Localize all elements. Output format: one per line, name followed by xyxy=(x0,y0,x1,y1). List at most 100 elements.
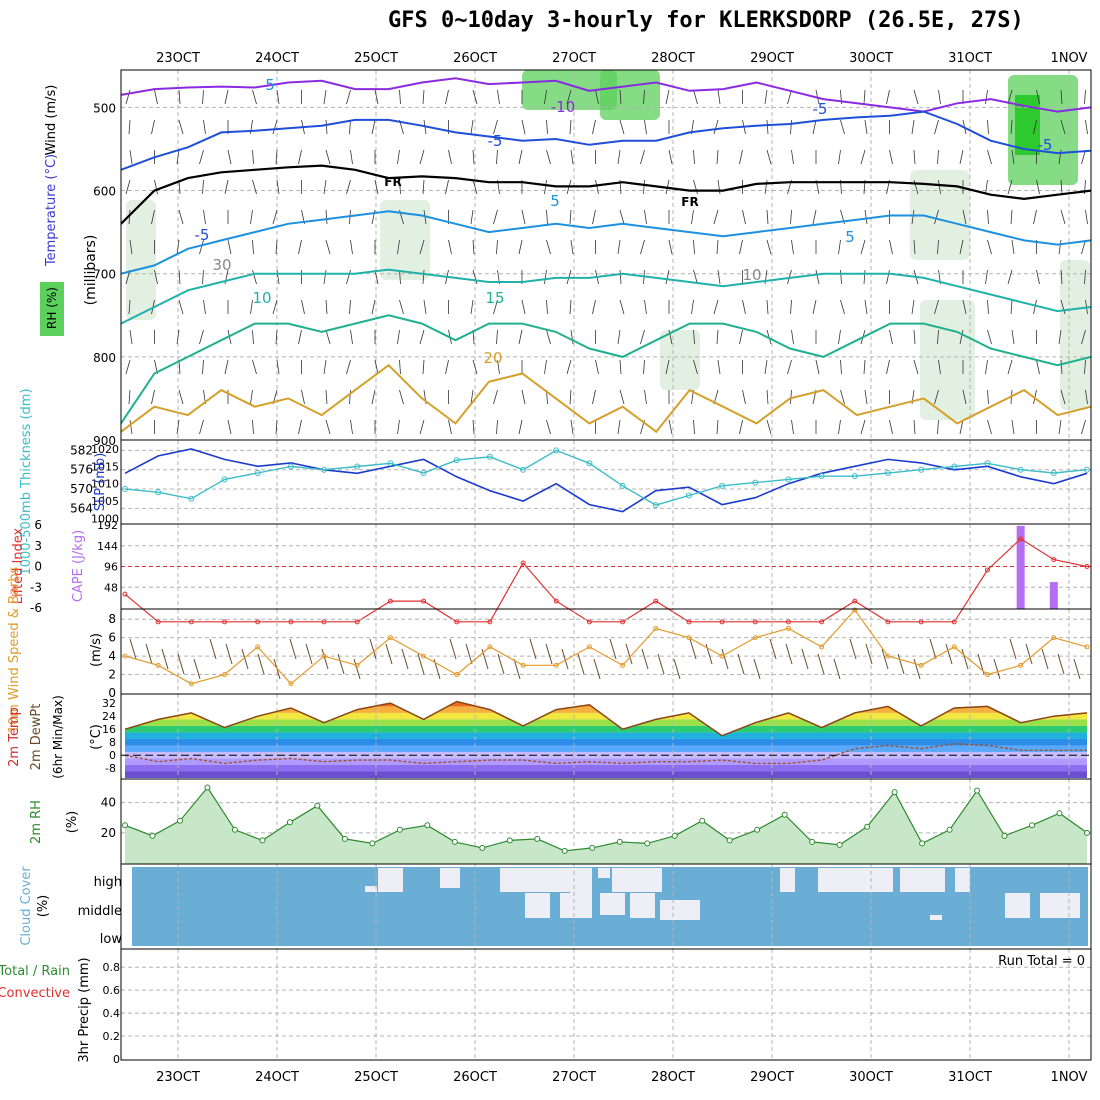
contour-label: 10 xyxy=(252,289,271,307)
wind-barb xyxy=(693,179,698,195)
wind-barb xyxy=(840,359,842,375)
wind-barb xyxy=(787,359,792,375)
wind-barb xyxy=(864,299,868,315)
wind-barb xyxy=(913,149,916,165)
wind-barb xyxy=(889,419,893,435)
minmax-axis-label: (6hr Min/Max) xyxy=(51,695,65,779)
wind-barb xyxy=(497,359,500,375)
rh-point xyxy=(122,822,128,829)
rh-point xyxy=(479,844,486,851)
wind-speed-point xyxy=(951,644,957,650)
wind-barb xyxy=(374,179,379,195)
wind-barb xyxy=(1085,209,1088,225)
wind-barb xyxy=(812,119,817,135)
wind-barb xyxy=(521,119,526,135)
wind-barb xyxy=(864,119,868,135)
wind-barb xyxy=(422,269,425,285)
wind-barb xyxy=(202,269,204,285)
wind-barb-10m xyxy=(1041,648,1049,670)
wind-barb xyxy=(176,239,180,255)
wind-barb xyxy=(691,299,694,315)
cloud-clear-block xyxy=(500,868,570,892)
wind-speed-point xyxy=(819,644,825,650)
wind-barb xyxy=(838,149,841,165)
precip-axis-label: 3hr Precip (mm) xyxy=(77,957,92,1062)
wind-barb xyxy=(1033,299,1037,315)
wind-barb xyxy=(199,329,204,345)
wind-barb xyxy=(937,239,939,255)
rh-point xyxy=(314,802,321,809)
slp-line xyxy=(124,448,1088,513)
lifted-index-point xyxy=(222,619,228,625)
temp-band xyxy=(125,764,1087,772)
wind-barb xyxy=(419,239,425,255)
wind-barb-10m xyxy=(225,643,233,665)
wind-barb-10m xyxy=(177,653,185,675)
wind-barb-10m xyxy=(385,643,393,665)
wind-barb xyxy=(129,419,133,435)
rh-point xyxy=(616,838,623,845)
rh-shade-area xyxy=(660,330,700,390)
wind-barb xyxy=(570,239,574,255)
legend-temperature: Temperature (°C) xyxy=(44,154,59,267)
wind-barb xyxy=(815,359,820,375)
wind-tick-label: 2 xyxy=(108,668,116,682)
wind-barb xyxy=(937,419,939,435)
wind-barb xyxy=(129,149,133,165)
wind-barb xyxy=(791,239,794,255)
lifted-index-point xyxy=(421,598,427,604)
wind-unit-label: (m/s) xyxy=(89,633,104,667)
wind-barb xyxy=(815,269,820,285)
wind-barb xyxy=(275,149,278,165)
lifted-index-point xyxy=(354,619,360,625)
precip-tick-label: 0.6 xyxy=(103,984,121,997)
wind-barb xyxy=(472,269,478,285)
wind-speed-point xyxy=(487,644,493,650)
slp-axis-label: SLP (mb) xyxy=(93,453,108,512)
wind-barb xyxy=(470,389,474,405)
lifted-index-point xyxy=(984,567,990,573)
wind-barb xyxy=(864,389,868,405)
wind-barb xyxy=(619,359,622,375)
wind-barb xyxy=(470,119,474,135)
date-label-top: 31OCT xyxy=(948,51,992,66)
wind-barb-10m xyxy=(753,658,761,680)
wind-barb xyxy=(250,209,253,225)
wind-barb xyxy=(128,119,131,135)
isotherm--5 xyxy=(120,110,1092,171)
wind-barb xyxy=(493,119,498,135)
wind-barb xyxy=(619,209,625,225)
cloud-level-label-middle: middle xyxy=(78,904,122,919)
wind-barb xyxy=(202,89,204,105)
thickness-point xyxy=(619,482,626,489)
temp-band xyxy=(125,719,1087,726)
thickness-point xyxy=(586,460,593,467)
precip-tick-label: 0.8 xyxy=(103,961,121,974)
wind-barb xyxy=(693,89,698,105)
isotherm-10 xyxy=(120,268,1092,325)
wind-barb xyxy=(766,149,772,165)
wind-barb xyxy=(742,299,746,315)
wind-barb xyxy=(595,89,599,105)
wind-barb xyxy=(325,299,328,315)
wind-barb xyxy=(790,299,792,315)
rh-point xyxy=(424,822,431,829)
contour-label: 5 xyxy=(265,76,275,94)
wind-barb xyxy=(640,149,645,165)
wind-barb xyxy=(985,269,988,285)
precip-tick-label: 0.4 xyxy=(103,1007,121,1020)
thickness-point xyxy=(387,460,394,467)
wind-barb xyxy=(178,209,184,225)
wind-barb xyxy=(766,239,772,255)
wind-barb xyxy=(959,419,964,435)
wind-barb-10m xyxy=(161,648,169,670)
wind-barb xyxy=(252,239,254,255)
precip-legend-convective: Convective xyxy=(0,986,70,1001)
wind-barb xyxy=(838,419,841,435)
wind-speed-point xyxy=(918,662,924,668)
date-label-top: 25OCT xyxy=(354,51,398,66)
wind-barb xyxy=(668,149,673,165)
rh-point xyxy=(946,826,953,833)
rh-tick-label: 20 xyxy=(101,826,116,840)
date-label-top: 1NOV xyxy=(1051,51,1088,66)
